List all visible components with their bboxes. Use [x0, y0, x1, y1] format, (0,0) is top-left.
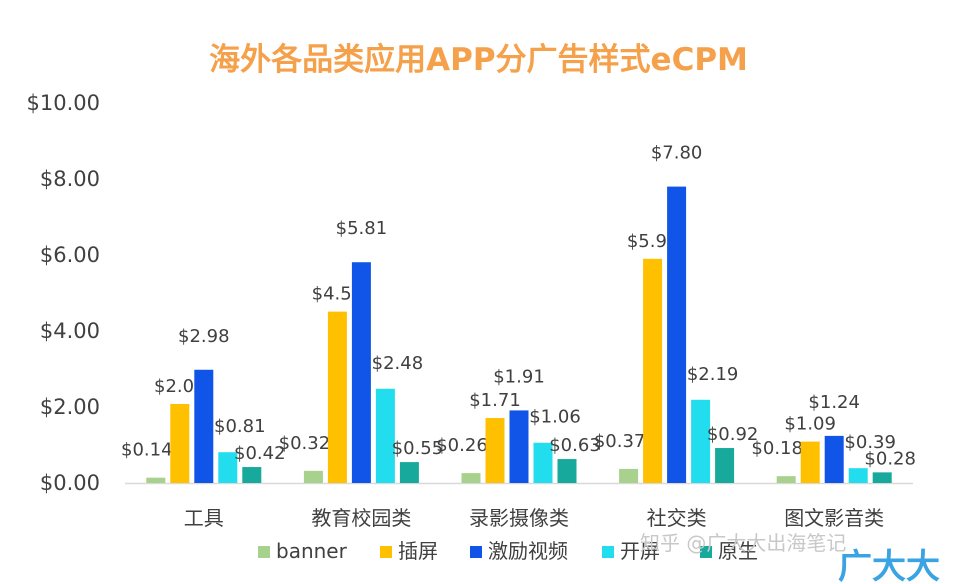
data-label: $0.32 — [279, 433, 331, 454]
legend-swatch — [380, 546, 392, 558]
bar — [824, 435, 844, 483]
data-label: $0.42 — [234, 443, 286, 464]
y-tick-label: $2.00 — [40, 395, 100, 419]
bar — [557, 459, 577, 483]
bar — [848, 468, 868, 483]
x-tick-label: 工具 — [184, 506, 224, 530]
data-label: $4.51 — [312, 284, 364, 305]
watermark-text: 知乎 @广大大出海笔记 — [640, 531, 846, 555]
data-label: $5.81 — [336, 218, 388, 239]
data-label: $0.92 — [707, 424, 759, 445]
bar — [351, 262, 371, 483]
y-tick-label: $4.00 — [40, 319, 100, 343]
bar — [667, 186, 687, 483]
data-label: $0.18 — [751, 438, 803, 459]
legend-label: banner — [276, 539, 348, 563]
legend-label: 激励视频 — [488, 539, 568, 563]
bar — [715, 448, 735, 483]
y-tick-label: $8.00 — [40, 167, 100, 191]
legend-swatch — [602, 546, 614, 558]
watermark-logo: 广大大 — [838, 547, 940, 584]
data-label: $2.19 — [687, 364, 739, 385]
bar — [643, 258, 663, 483]
x-tick-label: 社交类 — [647, 506, 707, 530]
bar — [194, 369, 214, 483]
data-label: $1.91 — [493, 366, 545, 387]
bar — [461, 473, 481, 483]
y-tick-label: $6.00 — [40, 243, 100, 267]
data-label: $0.28 — [864, 448, 916, 469]
bar — [327, 311, 347, 483]
x-tick-label: 图文影音类 — [784, 506, 884, 530]
bar — [170, 403, 190, 483]
bar — [619, 468, 639, 483]
bar — [800, 441, 820, 483]
y-tick-label: $10.00 — [27, 91, 100, 115]
legend-swatch — [470, 546, 482, 558]
data-label: $2.48 — [372, 353, 424, 374]
data-label: $2.08 — [154, 376, 206, 397]
bar — [533, 442, 553, 483]
data-label: $0.55 — [392, 438, 444, 459]
bar — [303, 470, 323, 483]
bar — [691, 399, 711, 483]
legend-label: 原生 — [718, 539, 758, 563]
data-label: $0.26 — [436, 435, 488, 456]
bar — [218, 452, 238, 483]
x-tick-label: 教育校园类 — [311, 506, 411, 530]
bar — [242, 467, 262, 483]
bar — [399, 462, 419, 483]
data-label: $1.71 — [469, 390, 521, 411]
chart-title: 海外各品类应用APP分广告样式eCPM — [209, 42, 748, 78]
bar — [485, 418, 505, 483]
legend-swatch — [258, 546, 270, 558]
data-label: $1.24 — [808, 392, 860, 413]
bar — [872, 472, 892, 483]
bar — [776, 476, 796, 483]
bar — [375, 388, 395, 483]
data-label: $0.81 — [214, 416, 266, 437]
data-label: $0.39 — [844, 432, 896, 453]
data-label: $0.63 — [549, 435, 601, 456]
legend-label: 开屏 — [620, 539, 660, 563]
bar — [146, 477, 166, 483]
data-label: $0.37 — [594, 431, 646, 452]
bar — [509, 410, 529, 483]
data-label: $0.14 — [121, 440, 173, 461]
data-label: $1.06 — [529, 407, 581, 428]
data-label: $7.80 — [651, 143, 703, 164]
x-tick-label: 录影摄像类 — [469, 506, 569, 530]
data-label: $5.90 — [627, 231, 679, 252]
legend-swatch — [700, 546, 712, 558]
data-label: $2.98 — [178, 326, 230, 347]
legend-label: 插屏 — [398, 539, 438, 563]
y-tick-label: $0.00 — [40, 471, 100, 495]
data-label: $1.09 — [784, 414, 836, 435]
